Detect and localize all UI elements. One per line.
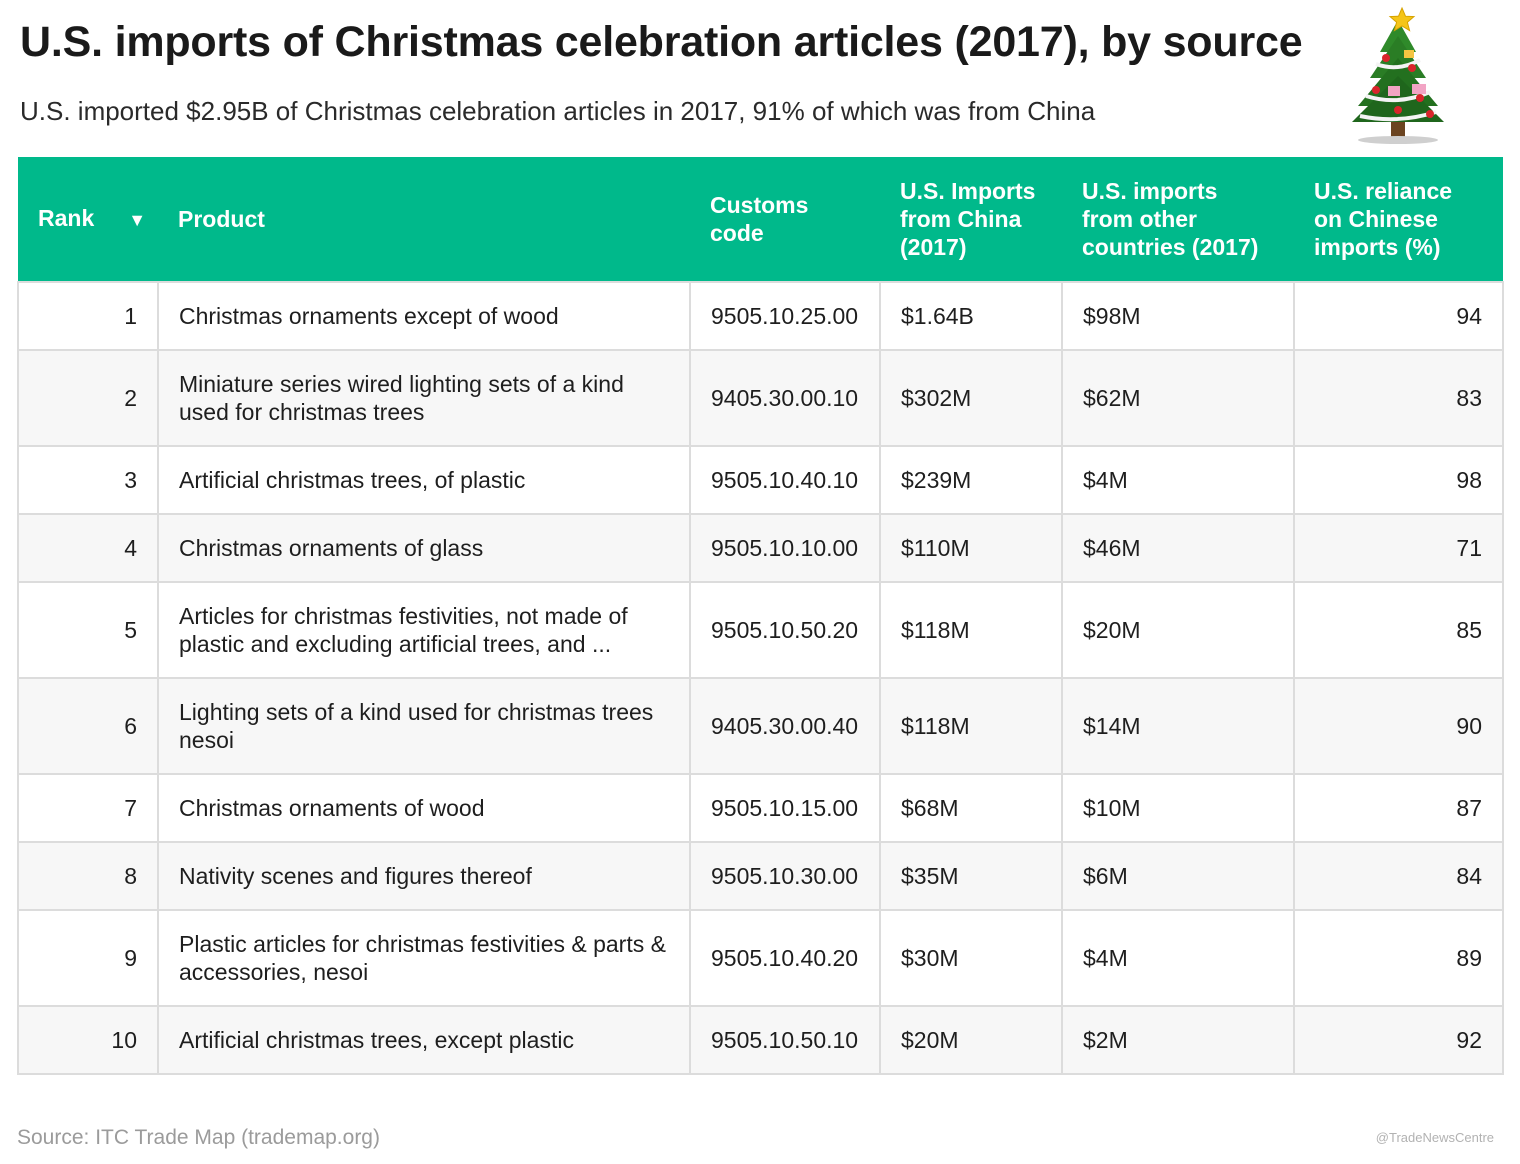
cell-customs-code: 9505.10.10.00 [689, 513, 881, 583]
credit-handle: @TradeNewsCentre [1375, 1130, 1494, 1145]
table-row: 10 Artificial christmas trees, except pl… [17, 1005, 1504, 1075]
cell-customs-code: 9505.10.40.20 [689, 909, 881, 1007]
cell-reliance: 89 [1293, 909, 1504, 1007]
sort-descending-icon[interactable]: ▼ [128, 210, 147, 230]
cell-rank: 2 [17, 349, 159, 447]
cell-other-imports: $10M [1061, 773, 1295, 843]
cell-reliance: 87 [1293, 773, 1504, 843]
cell-product: Miniature series wired lighting sets of … [157, 349, 691, 447]
cell-china-imports: $20M [879, 1005, 1063, 1075]
column-header-reliance[interactable]: U.S. reliance on Chinese imports (%) [1294, 157, 1503, 282]
cell-rank: 8 [17, 841, 159, 911]
cell-other-imports: $20M [1061, 581, 1295, 679]
table-row: 9 Plastic articles for christmas festivi… [17, 909, 1504, 1007]
cell-product: Articles for christmas festivities, not … [157, 581, 691, 679]
cell-reliance: 92 [1293, 1005, 1504, 1075]
cell-other-imports: $98M [1061, 281, 1295, 351]
cell-customs-code: 9505.10.25.00 [689, 281, 881, 351]
cell-product: Lighting sets of a kind used for christm… [157, 677, 691, 775]
cell-product: Christmas ornaments except of wood [157, 281, 691, 351]
cell-reliance: 94 [1293, 281, 1504, 351]
cell-rank: 3 [17, 445, 159, 515]
cell-other-imports: $4M [1061, 909, 1295, 1007]
cell-other-imports: $62M [1061, 349, 1295, 447]
cell-china-imports: $68M [879, 773, 1063, 843]
table-row: 4 Christmas ornaments of glass 9505.10.1… [17, 513, 1504, 583]
source-note: Source: ITC Trade Map (trademap.org) [17, 1126, 380, 1149]
table-row: 3 Artificial christmas trees, of plastic… [17, 445, 1504, 515]
cell-reliance: 98 [1293, 445, 1504, 515]
cell-other-imports: $4M [1061, 445, 1295, 515]
cell-other-imports: $46M [1061, 513, 1295, 583]
cell-china-imports: $1.64B [879, 281, 1063, 351]
cell-customs-code: 9405.30.00.40 [689, 677, 881, 775]
cell-product: Plastic articles for christmas festiviti… [157, 909, 691, 1007]
cell-china-imports: $35M [879, 841, 1063, 911]
cell-product: Artificial christmas trees, except plast… [157, 1005, 691, 1075]
cell-china-imports: $118M [879, 677, 1063, 775]
cell-product: Artificial christmas trees, of plastic [157, 445, 691, 515]
column-header-rank-label: Rank [38, 205, 95, 231]
cell-product: Christmas ornaments of glass [157, 513, 691, 583]
chart-subtitle: U.S. imported $2.95B of Christmas celebr… [20, 96, 1096, 126]
cell-china-imports: $30M [879, 909, 1063, 1007]
cell-rank: 6 [17, 677, 159, 775]
cell-reliance: 90 [1293, 677, 1504, 775]
cell-china-imports: $118M [879, 581, 1063, 679]
cell-china-imports: $302M [879, 349, 1063, 447]
imports-table: Rank ▼ Product Customs code U.S. Imports … [17, 157, 1504, 1075]
table-header-row: Rank ▼ Product Customs code U.S. Imports … [18, 157, 1503, 282]
chart-title: U.S. imports of Christmas celebration ar… [20, 18, 1303, 66]
table-row: 8 Nativity scenes and figures thereof 95… [17, 841, 1504, 911]
cell-china-imports: $110M [879, 513, 1063, 583]
table-row: 7 Christmas ornaments of wood 9505.10.15… [17, 773, 1504, 843]
cell-rank: 5 [17, 581, 159, 679]
cell-rank: 1 [17, 281, 159, 351]
cell-other-imports: $2M [1061, 1005, 1295, 1075]
cell-product: Nativity scenes and figures thereof [157, 841, 691, 911]
cell-reliance: 83 [1293, 349, 1504, 447]
table-row: 1 Christmas ornaments except of wood 950… [17, 281, 1504, 351]
table-row: 2 Miniature series wired lighting sets o… [17, 349, 1504, 447]
column-header-china-imports[interactable]: U.S. Imports from China (2017) [880, 157, 1062, 282]
cell-customs-code: 9505.10.30.00 [689, 841, 881, 911]
column-header-rank[interactable]: Rank ▼ [18, 157, 158, 282]
table-row: 6 Lighting sets of a kind used for chris… [17, 677, 1504, 775]
cell-customs-code: 9505.10.15.00 [689, 773, 881, 843]
christmas-tree-icon [1352, 6, 1444, 144]
column-header-customs-code[interactable]: Customs code [690, 157, 880, 282]
cell-rank: 9 [17, 909, 159, 1007]
cell-customs-code: 9505.10.50.20 [689, 581, 881, 679]
column-header-other-imports[interactable]: U.S. imports from other countries (2017) [1062, 157, 1294, 282]
cell-rank: 10 [17, 1005, 159, 1075]
cell-reliance: 85 [1293, 581, 1504, 679]
cell-customs-code: 9505.10.40.10 [689, 445, 881, 515]
cell-rank: 4 [17, 513, 159, 583]
cell-other-imports: $6M [1061, 841, 1295, 911]
cell-product: Christmas ornaments of wood [157, 773, 691, 843]
cell-reliance: 84 [1293, 841, 1504, 911]
cell-reliance: 71 [1293, 513, 1504, 583]
table-row: 5 Articles for christmas festivities, no… [17, 581, 1504, 679]
cell-other-imports: $14M [1061, 677, 1295, 775]
cell-customs-code: 9405.30.00.10 [689, 349, 881, 447]
cell-rank: 7 [17, 773, 159, 843]
cell-china-imports: $239M [879, 445, 1063, 515]
cell-customs-code: 9505.10.50.10 [689, 1005, 881, 1075]
column-header-product[interactable]: Product [158, 157, 690, 282]
